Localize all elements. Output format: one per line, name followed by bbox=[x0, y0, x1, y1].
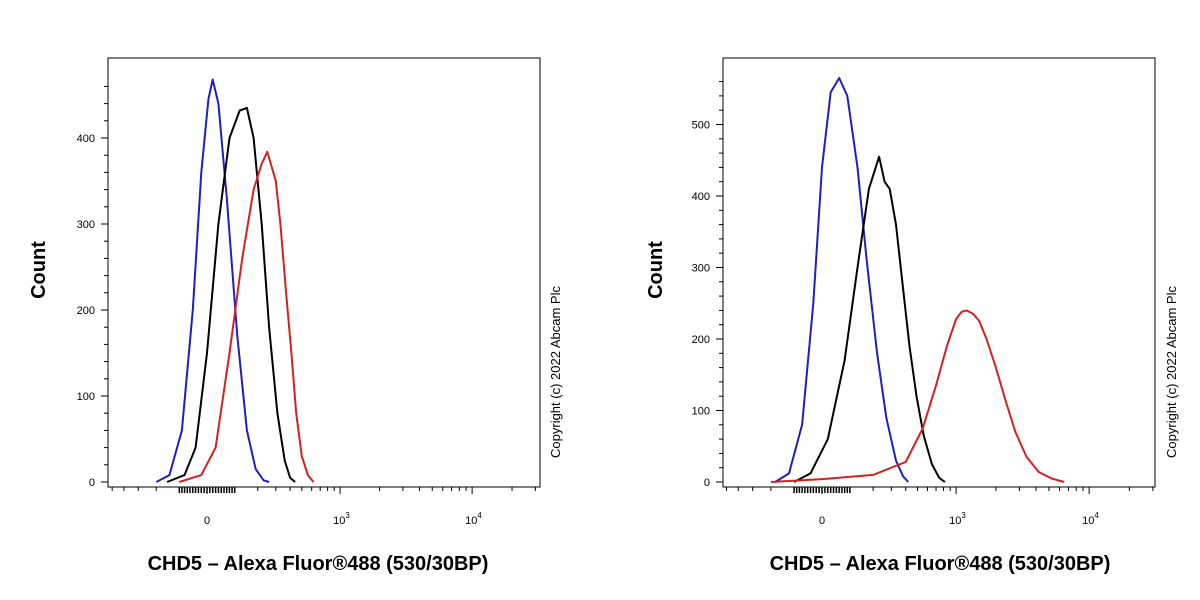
x-axis-label: CHD5 – Alexa Fluor®488 (530/30BP) bbox=[148, 553, 489, 575]
y-tick-label: 400 bbox=[77, 133, 95, 145]
y-tick-label: 200 bbox=[692, 334, 710, 346]
series-line-1 bbox=[774, 77, 910, 483]
y-tick-label: 300 bbox=[77, 219, 95, 231]
y-tick-label: 0 bbox=[704, 477, 710, 489]
y-tick-label: 300 bbox=[692, 263, 710, 275]
y-tick-label: 400 bbox=[692, 191, 710, 203]
y-tick-label: 200 bbox=[77, 305, 95, 317]
y-axis-label: Count bbox=[645, 241, 667, 299]
x-tick-label: 104 bbox=[1082, 511, 1099, 527]
y-tick-label: 100 bbox=[77, 391, 95, 403]
y-tick-label: 500 bbox=[692, 120, 710, 132]
x-tick-label: 103 bbox=[949, 511, 966, 527]
plot-frame bbox=[107, 57, 541, 488]
x-tick-label: 0 bbox=[204, 515, 210, 527]
series-line-3 bbox=[770, 309, 1065, 483]
y-tick-label: 0 bbox=[89, 477, 95, 489]
chart-panel-1: 0 100 200 300 400 0 103 104 Count CHD5 – Alexa Fl… bbox=[28, 57, 563, 575]
y-tick-label: 100 bbox=[692, 406, 710, 418]
copyright-text: Copyright (c) 2022 Abcam Plc bbox=[1164, 286, 1179, 458]
x-tick-label: 104 bbox=[465, 511, 482, 527]
series-line-1 bbox=[155, 78, 270, 483]
x-tick-label: 103 bbox=[333, 511, 350, 527]
plot-frame bbox=[722, 57, 1156, 488]
x-tick-label: 0 bbox=[819, 515, 825, 527]
y-axis-label: Count bbox=[28, 241, 50, 299]
chart-panel-2: 0 100 200 300 400 500 0 103 104 Count CHD5 – Alexa… bbox=[645, 57, 1179, 575]
copyright-text: Copyright (c) 2022 Abcam Plc bbox=[548, 286, 563, 458]
series-line-3 bbox=[179, 150, 315, 483]
x-axis-label: CHD5 – Alexa Fluor®488 (530/30BP) bbox=[770, 553, 1111, 575]
series-line-2 bbox=[166, 106, 296, 483]
series-line-2 bbox=[793, 155, 946, 483]
